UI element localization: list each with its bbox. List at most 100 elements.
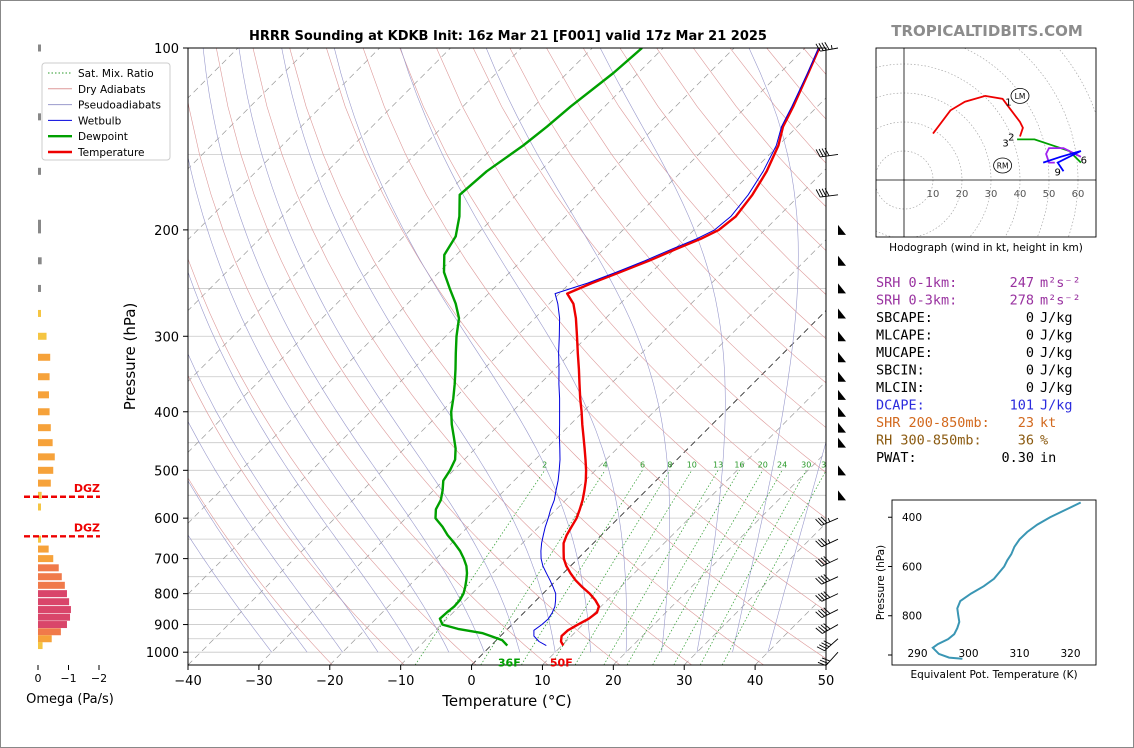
index-unit: J/kg bbox=[1040, 398, 1073, 414]
omega-bar bbox=[38, 598, 70, 606]
pseudoadiabat bbox=[238, 48, 521, 653]
barb-feather bbox=[820, 624, 828, 631]
barb-feather bbox=[820, 592, 828, 600]
omega-bar bbox=[38, 167, 41, 175]
dry-adiabat bbox=[803, 48, 826, 75]
hodo-frame bbox=[875, 47, 1097, 238]
dry-adiabat bbox=[766, 48, 826, 120]
theta-y-tick-label: 400 bbox=[902, 512, 922, 524]
barb-feather bbox=[819, 659, 829, 664]
barb-flag bbox=[838, 422, 846, 433]
omega-axis-label: Omega (Pa/s) bbox=[26, 692, 114, 707]
theta-y-tick-label: 600 bbox=[902, 561, 922, 573]
wind-barb bbox=[817, 651, 839, 666]
pseudoadiabat bbox=[599, 48, 726, 653]
dry-adiabat bbox=[509, 48, 826, 429]
mixing-ratio-label: 6 bbox=[640, 460, 645, 469]
mixing-ratio-line bbox=[480, 470, 606, 665]
omega-bar bbox=[38, 439, 53, 447]
hodo-ring-label: 10 bbox=[927, 189, 940, 200]
barb-staff bbox=[820, 153, 839, 158]
y-tick-label: 400 bbox=[154, 406, 179, 421]
mixing-ratio-label: 10 bbox=[687, 460, 697, 469]
wind-barb bbox=[838, 371, 846, 382]
barb-flag bbox=[838, 308, 846, 319]
hodo-trace bbox=[1042, 150, 1082, 172]
index-value: 0 bbox=[1026, 345, 1034, 361]
isotherm bbox=[613, 451, 826, 665]
pseudoadiabat bbox=[732, 48, 799, 653]
barb-feather bbox=[824, 188, 830, 197]
barb-feather bbox=[815, 611, 823, 618]
mixing-ratio-line bbox=[414, 470, 545, 665]
omega-bar bbox=[38, 424, 51, 432]
barb-staff bbox=[825, 651, 839, 666]
barb-feather bbox=[823, 556, 831, 563]
barb-feather bbox=[820, 608, 828, 616]
index-unit: kt bbox=[1040, 415, 1056, 431]
y-tick-label: 500 bbox=[154, 464, 179, 479]
dry-adiabat bbox=[252, 48, 692, 665]
isotherm bbox=[825, 664, 826, 665]
x-tick-label: 50 bbox=[818, 674, 835, 689]
wind-barb bbox=[838, 406, 846, 417]
isotherm bbox=[754, 593, 826, 665]
mixing-ratio-line bbox=[521, 470, 643, 665]
y-tick-label: 1000 bbox=[146, 646, 179, 661]
mixing-ratio-line bbox=[652, 470, 764, 665]
index-unit: m²s⁻² bbox=[1040, 275, 1081, 291]
index-value: 0.30 bbox=[1001, 450, 1034, 466]
theta-x-tick-label: 290 bbox=[907, 648, 927, 660]
barb-feather bbox=[815, 595, 823, 602]
legend-entry: Wetbulb bbox=[78, 115, 122, 127]
wind-barb bbox=[815, 574, 839, 585]
hodo-motion-marker bbox=[1010, 88, 1030, 104]
index-row: DCAPE: 101 J/kg bbox=[876, 398, 1073, 414]
mixing-ratio-label: 16 bbox=[734, 460, 744, 469]
theta-x-tick-label: 320 bbox=[1060, 648, 1080, 660]
barb-feather bbox=[817, 517, 825, 525]
index-unit: J/kg bbox=[1040, 328, 1073, 344]
wind-barb bbox=[838, 389, 846, 400]
theta-y-axis-label: Pressure (hPa) bbox=[875, 545, 887, 620]
legend-entry: Dry Adiabats bbox=[78, 84, 146, 96]
mixing-ratio-label: 30 bbox=[801, 460, 811, 469]
barb-feather bbox=[820, 557, 828, 565]
barb-feather bbox=[815, 189, 821, 198]
y-tick-label: 300 bbox=[154, 330, 179, 345]
wind-barb bbox=[815, 147, 839, 158]
wind-barb bbox=[815, 556, 839, 567]
x-tick-label: 10 bbox=[534, 674, 551, 689]
hodo-ring-label: 30 bbox=[985, 189, 998, 200]
dry-adiabat bbox=[436, 48, 826, 519]
omega-bar bbox=[38, 642, 43, 650]
barb-feather bbox=[817, 593, 825, 601]
wind-barb bbox=[815, 623, 839, 634]
index-value: 36 bbox=[1018, 433, 1034, 449]
skewt-frame bbox=[187, 47, 827, 666]
index-value: 101 bbox=[1010, 398, 1034, 414]
barb-feather bbox=[823, 623, 831, 630]
barb-feather bbox=[821, 657, 831, 662]
y-tick-label: 900 bbox=[154, 619, 179, 634]
index-row: MUCAPE: 0 J/kg bbox=[876, 345, 1073, 361]
index-row: SRH 0-1km: 247 m²s⁻² bbox=[876, 275, 1081, 291]
theta-e-panel: 290 300 310 320 400 600 800 Equivalent Pot. Tem… bbox=[875, 499, 1097, 681]
pseudoadiabat bbox=[334, 48, 591, 653]
index-label: MLCIN: bbox=[876, 380, 925, 396]
barb-feather bbox=[816, 646, 825, 652]
barb-feather bbox=[815, 518, 822, 526]
index-row: SRH 0-3km: 278 m²s⁻² bbox=[876, 293, 1081, 309]
surface-dewpoint-label: 36F bbox=[498, 657, 521, 670]
pseudoadiabat bbox=[188, 353, 379, 653]
isotherm bbox=[683, 522, 826, 665]
pseudoadiabat bbox=[281, 48, 556, 653]
barb-feather bbox=[817, 576, 825, 584]
hodo-ring-label: 20 bbox=[956, 189, 969, 200]
wind-barb bbox=[815, 537, 839, 548]
legend: Sat. Mix. Ratio Dry Adiabats Pseudoadiabat… bbox=[41, 62, 171, 161]
watermark: TROPICALTIDBITS.COM bbox=[891, 22, 1083, 40]
hodo-trace bbox=[1017, 138, 1082, 164]
omega-tick-label: −1 bbox=[60, 672, 76, 685]
index-value: 0 bbox=[1026, 363, 1034, 379]
